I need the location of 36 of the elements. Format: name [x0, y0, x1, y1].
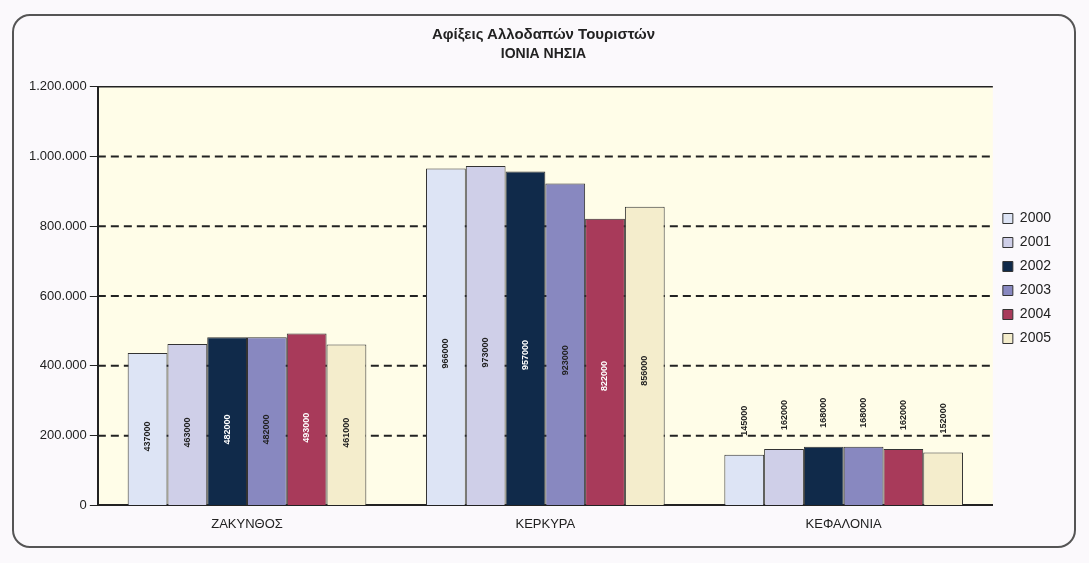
data-label: 162000 [778, 399, 789, 430]
data-label: 437000 [142, 421, 153, 452]
y-tick-label: 0 [79, 496, 87, 512]
data-label: 162000 [897, 399, 908, 430]
data-label: 145000 [738, 405, 749, 436]
data-label: 856000 [639, 355, 650, 386]
x-tick-label: ΚΕΡΚΥΡΑ [515, 515, 576, 531]
x-tick-label: ΖΑΚΥΝΘΟΣ [211, 515, 283, 531]
data-label: 923000 [559, 345, 570, 376]
legend-label: 2000 [1019, 209, 1052, 226]
data-label: 482000 [261, 414, 272, 445]
data-label: 493000 [301, 412, 312, 443]
chart-subtitle: ΙΟΝΙΑ ΝΗΣΙΑ [500, 45, 587, 62]
y-tick-label: 600.000 [39, 287, 87, 303]
y-tick-label: 1.000.000 [28, 148, 87, 164]
y-tick-label: 800.000 [39, 217, 87, 233]
data-label: 463000 [181, 417, 192, 448]
data-label: 461000 [340, 417, 351, 448]
data-label: 152000 [937, 403, 948, 434]
y-tick-label: 400.000 [39, 357, 87, 373]
y-tick-label: 200.000 [39, 427, 87, 443]
y-tick-label: 1.200.000 [28, 78, 87, 94]
data-label: 957000 [519, 339, 530, 370]
data-label: 168000 [858, 397, 869, 428]
legend-label: 2002 [1019, 257, 1052, 274]
data-label: 966000 [440, 338, 451, 369]
data-label: 482000 [221, 414, 232, 445]
legend-label: 2004 [1019, 305, 1052, 322]
legend-label: 2001 [1019, 233, 1052, 250]
data-label: 822000 [599, 361, 610, 392]
x-tick-label: ΚΕΦΑΛΟΝΙΑ [805, 515, 883, 531]
legend-label: 2003 [1019, 281, 1052, 298]
data-label: 973000 [480, 337, 491, 368]
data-label: 168000 [818, 397, 829, 428]
legend-label: 2005 [1019, 329, 1052, 346]
chart-title: Αφίξεις Αλλοδαπών Τουριστών [431, 25, 656, 43]
